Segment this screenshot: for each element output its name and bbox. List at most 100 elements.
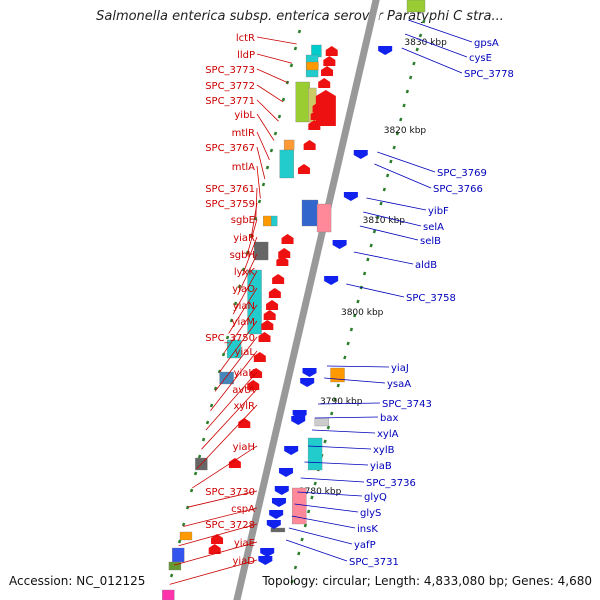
gene-label-right: yibF — [428, 206, 449, 217]
gene-arrow — [353, 150, 368, 159]
leader-line — [187, 490, 258, 508]
gene-feature — [162, 589, 175, 600]
scale-tick — [289, 63, 294, 68]
leader-line — [294, 503, 359, 513]
gene-arrow — [284, 446, 299, 455]
leader-line — [250, 202, 258, 238]
scale-tick — [372, 229, 377, 234]
leader-line — [285, 539, 348, 562]
scale-tick — [277, 114, 282, 119]
leader-line — [308, 445, 372, 450]
gene-feature — [406, 0, 426, 13]
gene-label-left: SPC_3772 — [205, 81, 255, 92]
scale-tick — [329, 411, 334, 416]
scale-tick — [415, 47, 419, 52]
kbp-label: 3780 kbp — [299, 487, 342, 497]
scale-tick — [346, 341, 350, 346]
kbp-label: 3820 kbp — [384, 126, 427, 136]
gene-label-left: SPC_3759 — [205, 199, 255, 210]
gene-arrow — [300, 378, 315, 387]
scale-tick — [366, 257, 370, 262]
leader-line — [326, 365, 390, 368]
leader-line — [169, 559, 258, 585]
scale-tick — [356, 299, 360, 304]
gene-arrow — [321, 66, 334, 76]
gene-arrow — [378, 46, 393, 55]
leader-line — [346, 283, 405, 298]
scale-tick — [213, 386, 218, 391]
gene-arrow — [253, 352, 266, 362]
gene-label-left: SPC_3767 — [205, 143, 255, 154]
scale-tick — [229, 318, 234, 323]
scale-tick — [261, 182, 266, 187]
gene-label-right: aldB — [415, 260, 437, 271]
gene-arrow — [318, 78, 331, 88]
leader-line — [219, 320, 258, 373]
scale-tick — [281, 97, 286, 102]
scale-tick — [389, 159, 393, 164]
leader-line — [256, 68, 288, 83]
scale-tick — [181, 522, 186, 527]
backbone-line — [233, 0, 380, 600]
leader-line — [359, 225, 419, 241]
leader-line — [304, 461, 369, 466]
leader-line — [318, 402, 381, 405]
leader-line — [256, 36, 297, 45]
leader-line — [256, 53, 293, 64]
leader-line — [363, 211, 422, 227]
gene-arrow — [266, 300, 279, 310]
gene-arrow — [302, 368, 317, 377]
gene-feature — [179, 531, 193, 541]
scale-tick — [205, 420, 210, 425]
gene-arrow — [332, 240, 347, 249]
leader-line — [401, 47, 463, 74]
gene-label-right: ysaA — [387, 379, 411, 390]
gene-feature — [306, 61, 319, 71]
gene-label-right: glyS — [360, 508, 381, 519]
gene-arrow — [281, 234, 294, 244]
gene-label-left: lyxK — [234, 267, 256, 278]
gene-label-left: SPC_3728 — [205, 520, 255, 531]
scale-tick — [273, 131, 278, 136]
scale-tick — [336, 383, 340, 388]
gene-arrow — [228, 458, 241, 468]
accession-text: Accession: NC_012125 — [9, 574, 146, 588]
gene-label-left: sgbH — [230, 250, 255, 261]
leader-line — [377, 151, 436, 173]
scale-tick — [313, 481, 317, 486]
gene-feature — [168, 561, 182, 571]
gene-label-left: SPC_3773 — [205, 65, 255, 76]
leader-line — [237, 253, 258, 296]
scale-tick — [306, 509, 311, 514]
leader-line — [196, 404, 258, 469]
scale-tick — [362, 271, 367, 276]
gene-label-right: SPC_3766 — [433, 184, 483, 195]
scale-tick — [369, 243, 373, 248]
gene-label-right: yafP — [354, 540, 376, 551]
scale-tick — [303, 523, 308, 528]
gene-label-left: yiaK — [234, 368, 256, 379]
leader-line — [232, 270, 258, 315]
gene-arrow — [325, 46, 338, 56]
scale-tick — [333, 397, 337, 402]
scale-tick — [297, 29, 302, 34]
gene-label-right: cysE — [469, 53, 492, 64]
scale-tick — [422, 19, 426, 24]
gene-arrow — [266, 520, 281, 529]
scale-tick — [402, 103, 406, 108]
scale-tick — [185, 505, 190, 510]
scale-tick — [290, 579, 294, 584]
gene-label-left: yiaO — [232, 284, 255, 295]
leader-line — [408, 19, 473, 43]
leader-line — [324, 377, 386, 384]
gene-arrow — [247, 380, 260, 390]
gene-feature — [247, 269, 262, 335]
gene-label-left: yiaL — [235, 347, 256, 358]
scale-tick — [241, 267, 246, 272]
leader-line — [256, 99, 279, 122]
leader-line — [192, 445, 258, 489]
gene-label-left: yiaD — [232, 556, 255, 567]
gene-arrow — [208, 544, 221, 554]
gene-label-right: SPC_3743 — [382, 399, 432, 410]
gene-arrow — [258, 332, 271, 342]
